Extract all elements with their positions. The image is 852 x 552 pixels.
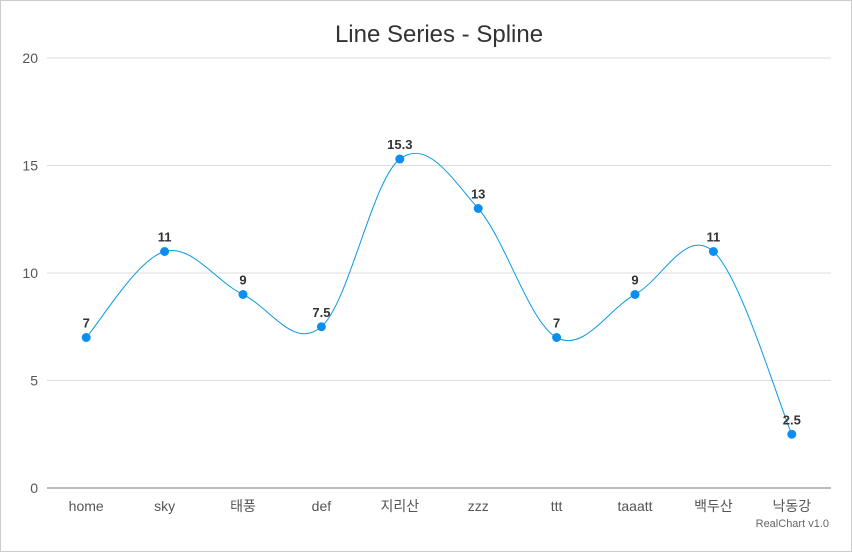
data-points [81, 154, 797, 439]
x-tick-label: 백두산 [694, 498, 733, 514]
data-label: 13 [471, 187, 485, 202]
x-tick-label: home [69, 498, 104, 514]
data-point[interactable] [473, 204, 483, 213]
x-tick-label: 낙동강 [772, 498, 811, 514]
grid-lines [47, 57, 831, 489]
x-tick-label: zzz [468, 498, 489, 514]
data-point[interactable] [708, 247, 718, 256]
data-label: 2.5 [783, 412, 801, 427]
x-tick-label: 태풍 [230, 498, 256, 514]
data-point[interactable] [160, 247, 170, 256]
data-point[interactable] [81, 333, 91, 342]
y-tick-label: 5 [30, 373, 38, 389]
series-line [85, 152, 793, 435]
y-tick-label: 15 [22, 158, 38, 174]
data-point[interactable] [630, 290, 640, 299]
data-label: 9 [631, 273, 638, 288]
x-tick-label: ttt [551, 498, 563, 514]
data-label: 11 [707, 230, 721, 245]
x-tick-label: sky [154, 498, 175, 514]
data-point[interactable] [395, 154, 405, 164]
y-tick-label: 20 [22, 50, 38, 66]
chart-title: Line Series - Spline [335, 21, 543, 48]
data-point[interactable] [238, 290, 248, 299]
y-tick-label: 0 [30, 480, 38, 496]
data-label: 7 [83, 316, 90, 331]
data-label: 11 [158, 230, 172, 245]
data-point[interactable] [787, 429, 797, 439]
x-axis-tick-labels: home sky 태풍 def 지리산 zzz ttt taaatt 백두산 낙동강 [69, 498, 812, 514]
data-label: 7.5 [312, 305, 330, 320]
credit-label[interactable]: RealChart v1.0 [756, 518, 829, 530]
x-tick-label: 지리산 [380, 498, 419, 514]
data-label: 7 [553, 316, 560, 331]
data-label: 9 [239, 273, 246, 288]
data-label: 15.3 [387, 137, 412, 152]
y-axis-tick-labels: 0 5 10 15 20 [22, 50, 38, 496]
data-labels: 7 11 9 7.5 15.3 13 7 9 11 2.5 [83, 137, 801, 427]
data-point[interactable] [316, 322, 326, 332]
x-tick-label: def [312, 498, 332, 514]
x-tick-label: taaatt [617, 498, 652, 514]
y-tick-label: 10 [22, 265, 38, 281]
data-point[interactable] [552, 333, 562, 342]
